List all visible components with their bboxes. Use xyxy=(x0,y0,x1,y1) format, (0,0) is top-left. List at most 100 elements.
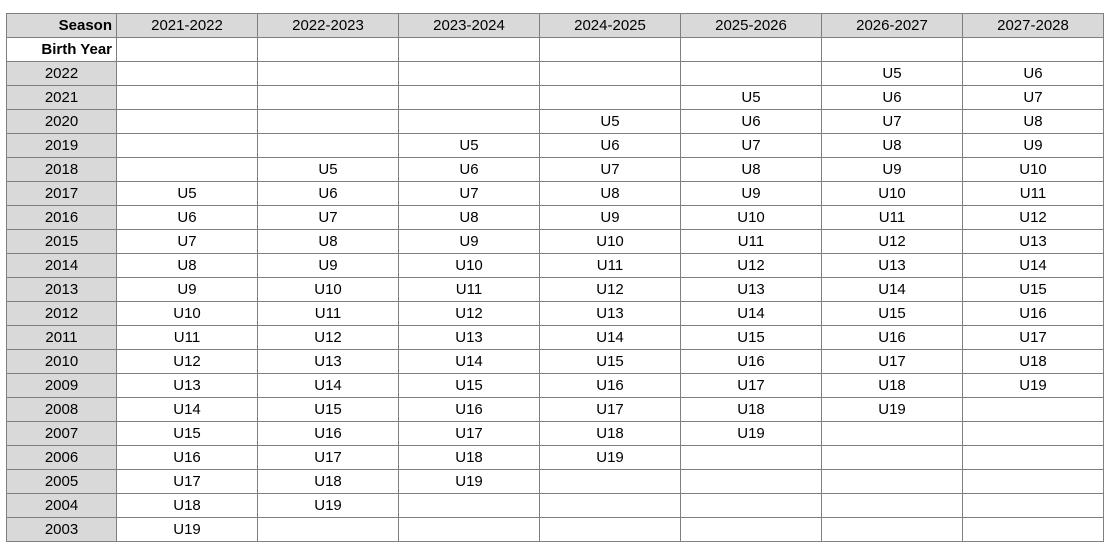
empty-cell xyxy=(962,37,1104,62)
empty-cell xyxy=(680,469,822,494)
age-group-cell: U14 xyxy=(962,253,1104,278)
empty-cell xyxy=(398,61,540,86)
age-group-cell: U15 xyxy=(398,373,540,398)
age-group-cell: U8 xyxy=(257,229,399,254)
age-group-cell: U16 xyxy=(821,325,963,350)
age-group-cell: U11 xyxy=(257,301,399,326)
age-group-cell: U9 xyxy=(398,229,540,254)
age-group-cell: U5 xyxy=(116,181,258,206)
age-group-cell: U19 xyxy=(398,469,540,494)
data-row: 2011 U11 U12 U13 U14 U15 U16 U17 xyxy=(6,325,1104,350)
birth-year: 2018 xyxy=(6,157,117,182)
corner-label: Season xyxy=(6,13,117,38)
row-header-label: Birth Year xyxy=(6,37,117,62)
data-row: 2010 U12 U13 U14 U15 U16 U17 U18 xyxy=(6,349,1104,374)
age-group-cell: U15 xyxy=(539,349,681,374)
empty-cell xyxy=(539,85,681,110)
subheader-row: Birth Year xyxy=(6,37,1104,62)
age-group-cell: U7 xyxy=(962,85,1104,110)
age-group-cell: U10 xyxy=(398,253,540,278)
age-group-cell: U9 xyxy=(257,253,399,278)
birth-year: 2016 xyxy=(6,205,117,230)
age-group-cell: U12 xyxy=(539,277,681,302)
age-group-cell: U13 xyxy=(962,229,1104,254)
empty-cell xyxy=(116,157,258,182)
age-group-cell: U17 xyxy=(680,373,822,398)
empty-cell xyxy=(539,493,681,518)
age-group-cell: U18 xyxy=(398,445,540,470)
empty-cell xyxy=(821,517,963,542)
empty-cell xyxy=(680,445,822,470)
age-group-cell: U9 xyxy=(116,277,258,302)
empty-cell xyxy=(257,61,399,86)
age-group-cell: U12 xyxy=(257,325,399,350)
age-group-cell: U7 xyxy=(680,133,822,158)
empty-cell xyxy=(680,517,822,542)
age-group-cell: U10 xyxy=(116,301,258,326)
header-row: Season 2021-2022 2022-2023 2023-2024 2024-20… xyxy=(6,13,1104,38)
empty-cell xyxy=(962,397,1104,422)
birth-year: 2010 xyxy=(6,349,117,374)
age-group-cell: U5 xyxy=(680,85,822,110)
age-group-cell: U6 xyxy=(680,109,822,134)
age-group-cell: U15 xyxy=(821,301,963,326)
age-group-cell: U7 xyxy=(257,205,399,230)
empty-cell xyxy=(257,85,399,110)
empty-cell xyxy=(116,109,258,134)
age-group-cell: U12 xyxy=(821,229,963,254)
age-group-cell: U9 xyxy=(539,205,681,230)
birth-year: 2008 xyxy=(6,397,117,422)
age-group-cell: U19 xyxy=(962,373,1104,398)
birth-year: 2003 xyxy=(6,517,117,542)
age-group-cell: U17 xyxy=(116,469,258,494)
birth-year: 2009 xyxy=(6,373,117,398)
birth-year: 2014 xyxy=(6,253,117,278)
age-group-cell: U14 xyxy=(257,373,399,398)
age-group-cell: U8 xyxy=(539,181,681,206)
age-group-cell: U15 xyxy=(116,421,258,446)
birth-year: 2022 xyxy=(6,61,117,86)
data-row: 2008 U14 U15 U16 U17 U18 U19 xyxy=(6,397,1104,422)
birth-year: 2017 xyxy=(6,181,117,206)
age-group-cell: U18 xyxy=(680,397,822,422)
data-row: 2020 U5 U6 U7 U8 xyxy=(6,109,1104,134)
data-row: 2014 U8 U9 U10 U11 U12 U13 U14 xyxy=(6,253,1104,278)
season-header: 2021-2022 xyxy=(116,13,258,38)
age-group-cell: U10 xyxy=(962,157,1104,182)
empty-cell xyxy=(821,421,963,446)
empty-cell xyxy=(680,61,822,86)
age-group-cell: U18 xyxy=(116,493,258,518)
data-row: 2006 U16 U17 U18 U19 xyxy=(6,445,1104,470)
age-group-cell: U14 xyxy=(116,397,258,422)
age-group-cell: U7 xyxy=(539,157,681,182)
data-row: 2021 U5 U6 U7 xyxy=(6,85,1104,110)
age-group-cell: U15 xyxy=(680,325,822,350)
age-group-cell: U14 xyxy=(821,277,963,302)
empty-cell xyxy=(962,469,1104,494)
age-group-cell: U19 xyxy=(680,421,822,446)
age-group-cell: U6 xyxy=(257,181,399,206)
empty-cell xyxy=(257,109,399,134)
age-group-cell: U6 xyxy=(539,133,681,158)
empty-cell xyxy=(116,37,258,62)
age-group-cell: U9 xyxy=(962,133,1104,158)
empty-cell xyxy=(680,493,822,518)
age-group-cell: U6 xyxy=(116,205,258,230)
age-group-cell: U11 xyxy=(821,205,963,230)
empty-cell xyxy=(539,37,681,62)
age-group-cell: U11 xyxy=(962,181,1104,206)
age-group-cell: U14 xyxy=(539,325,681,350)
empty-cell xyxy=(398,37,540,62)
age-group-cell: U16 xyxy=(680,349,822,374)
age-group-cell: U8 xyxy=(398,205,540,230)
age-group-cell: U8 xyxy=(116,253,258,278)
birth-year: 2004 xyxy=(6,493,117,518)
age-group-cell: U10 xyxy=(821,181,963,206)
empty-cell xyxy=(680,37,822,62)
age-group-cell: U10 xyxy=(539,229,681,254)
age-group-cell: U11 xyxy=(116,325,258,350)
season-header: 2024-2025 xyxy=(539,13,681,38)
age-group-cell: U18 xyxy=(821,373,963,398)
data-row: 2009 U13 U14 U15 U16 U17 U18 U19 xyxy=(6,373,1104,398)
